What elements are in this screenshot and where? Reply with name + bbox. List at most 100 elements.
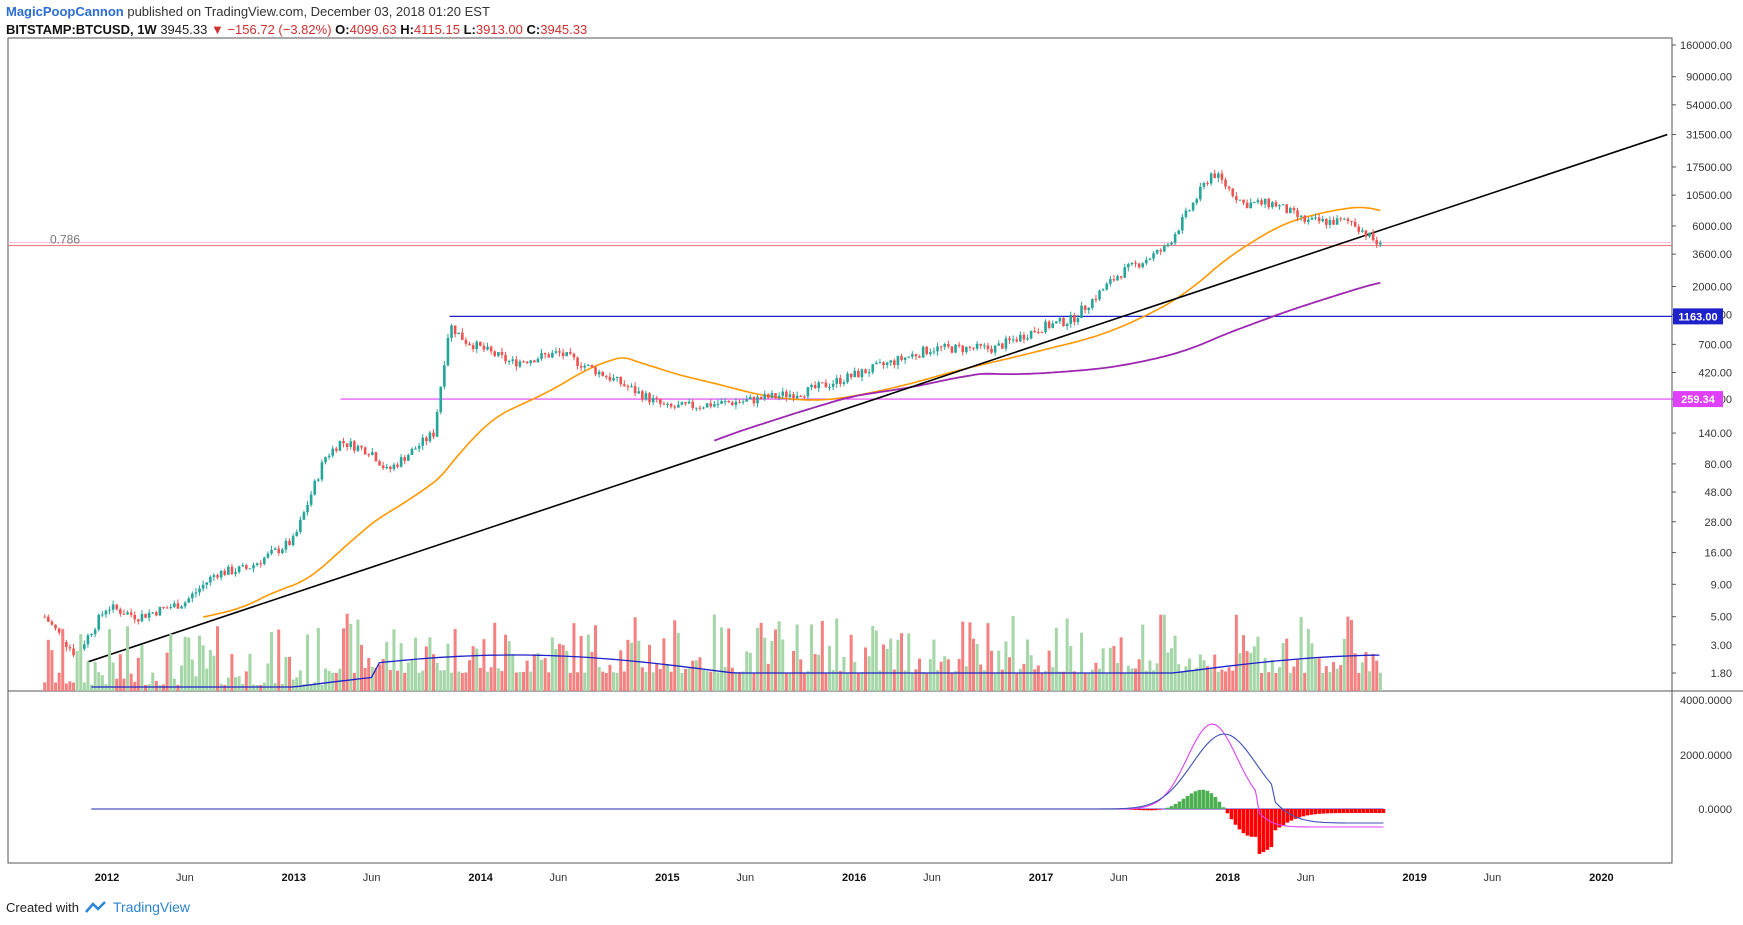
volume-bar [946, 659, 950, 691]
volume-bar [990, 650, 994, 691]
volume-bar [471, 646, 475, 691]
candle-body [957, 344, 961, 346]
volume-bar [586, 634, 590, 691]
macd-histogram-bar [1361, 809, 1366, 814]
candle-body [1274, 202, 1278, 207]
candle-body [529, 360, 533, 364]
volume-bar [838, 670, 842, 691]
candle-body [1379, 242, 1382, 245]
candle-body [1238, 199, 1242, 201]
candle-body [1235, 196, 1238, 201]
volume-bar [446, 643, 450, 691]
candle-body [543, 353, 547, 355]
candle-body [511, 359, 515, 362]
volume-bar [709, 671, 713, 691]
candle-body [896, 356, 900, 366]
macd-histogram-bar [1237, 809, 1242, 830]
volume-bar [608, 664, 612, 691]
volume-bar [1249, 652, 1253, 691]
candle-body [1371, 232, 1375, 241]
volume-bar [1299, 616, 1303, 691]
volume-bar [482, 639, 486, 691]
candle-body [907, 356, 911, 358]
candle-body [317, 479, 320, 481]
volume-bar [979, 664, 983, 691]
volume-bar [882, 644, 886, 691]
candle-body [1170, 242, 1173, 245]
macd-histogram-bar [1197, 789, 1202, 809]
candle-body [810, 384, 813, 388]
volume-bar [118, 654, 122, 691]
candle-body [165, 607, 169, 609]
last-price: 3945.33 [160, 22, 208, 37]
candle-body [1159, 249, 1163, 252]
volume-bar [442, 670, 446, 691]
volume-bar [788, 672, 792, 691]
volume-bar [93, 661, 97, 691]
candle-body [1321, 218, 1325, 222]
volume-bar [781, 639, 785, 691]
macd-histogram-bar [1317, 809, 1322, 814]
candle-body [767, 394, 770, 398]
candle-body [547, 354, 551, 358]
volume-bar [75, 650, 79, 691]
volume-bar [252, 684, 256, 691]
candle-body [605, 376, 608, 378]
volume-bar [590, 652, 594, 691]
macd-histogram-bar [1277, 809, 1282, 828]
candle-body [273, 548, 277, 550]
candle-body [169, 607, 173, 609]
candle-body [54, 624, 57, 629]
candle-body [410, 448, 414, 455]
volume-bar [489, 667, 493, 691]
candle-body [1044, 321, 1047, 333]
candle-body [1123, 267, 1127, 278]
candle-body [435, 412, 439, 437]
volume-bar [169, 633, 173, 691]
candle-body [68, 646, 72, 649]
candle-body [1098, 290, 1101, 300]
candle-body [198, 588, 201, 593]
volume-bar [496, 668, 500, 691]
macd-histogram-bar [1345, 809, 1350, 814]
candle-body [1184, 210, 1188, 218]
tradingview-brand[interactable]: TradingView [112, 899, 191, 915]
volume-bar [1004, 641, 1008, 691]
volume-bar [597, 667, 601, 691]
candle-body [385, 466, 389, 468]
candle-body [342, 440, 345, 444]
candle-body [885, 362, 889, 365]
price-tick-label: 17500.00 [1686, 162, 1732, 174]
footer: Created with TradingView [6, 899, 190, 915]
author-name[interactable]: MagicPoopCannon [6, 4, 124, 19]
candle-body [947, 343, 950, 347]
volume-bar [338, 668, 342, 691]
candle-body [65, 641, 68, 647]
candle-body [1335, 218, 1339, 225]
volume-bar [144, 684, 148, 691]
volume-bar [1177, 664, 1181, 691]
candle-body [1109, 279, 1112, 284]
volume-bar [450, 672, 454, 691]
volume-bar [828, 645, 832, 691]
candle-body [111, 604, 115, 610]
volume-bar [172, 678, 176, 691]
volume-bar [511, 653, 515, 691]
volume-bar [626, 639, 630, 691]
candle-body [1245, 202, 1249, 208]
candle-body [666, 403, 669, 405]
candle-body [857, 370, 860, 378]
volume-bar [576, 672, 580, 691]
macd-histogram-bar [1137, 809, 1142, 811]
volume-bar [954, 671, 958, 691]
candle-body [777, 395, 781, 398]
volume-bar [165, 652, 169, 691]
volume-bar [1141, 624, 1145, 691]
volume-bar [324, 668, 328, 691]
candle-body [1191, 202, 1195, 211]
volume-bar [756, 627, 760, 691]
change-value: −156.72 (−3.82%) [227, 22, 332, 37]
time-tick-label: Jun [1297, 872, 1315, 884]
candle-body [248, 568, 252, 570]
